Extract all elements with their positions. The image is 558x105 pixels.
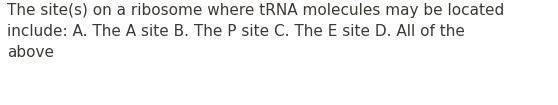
Text: The site(s) on a ribosome where tRNA molecules may be located
include: A. The A : The site(s) on a ribosome where tRNA mol… — [7, 3, 504, 60]
